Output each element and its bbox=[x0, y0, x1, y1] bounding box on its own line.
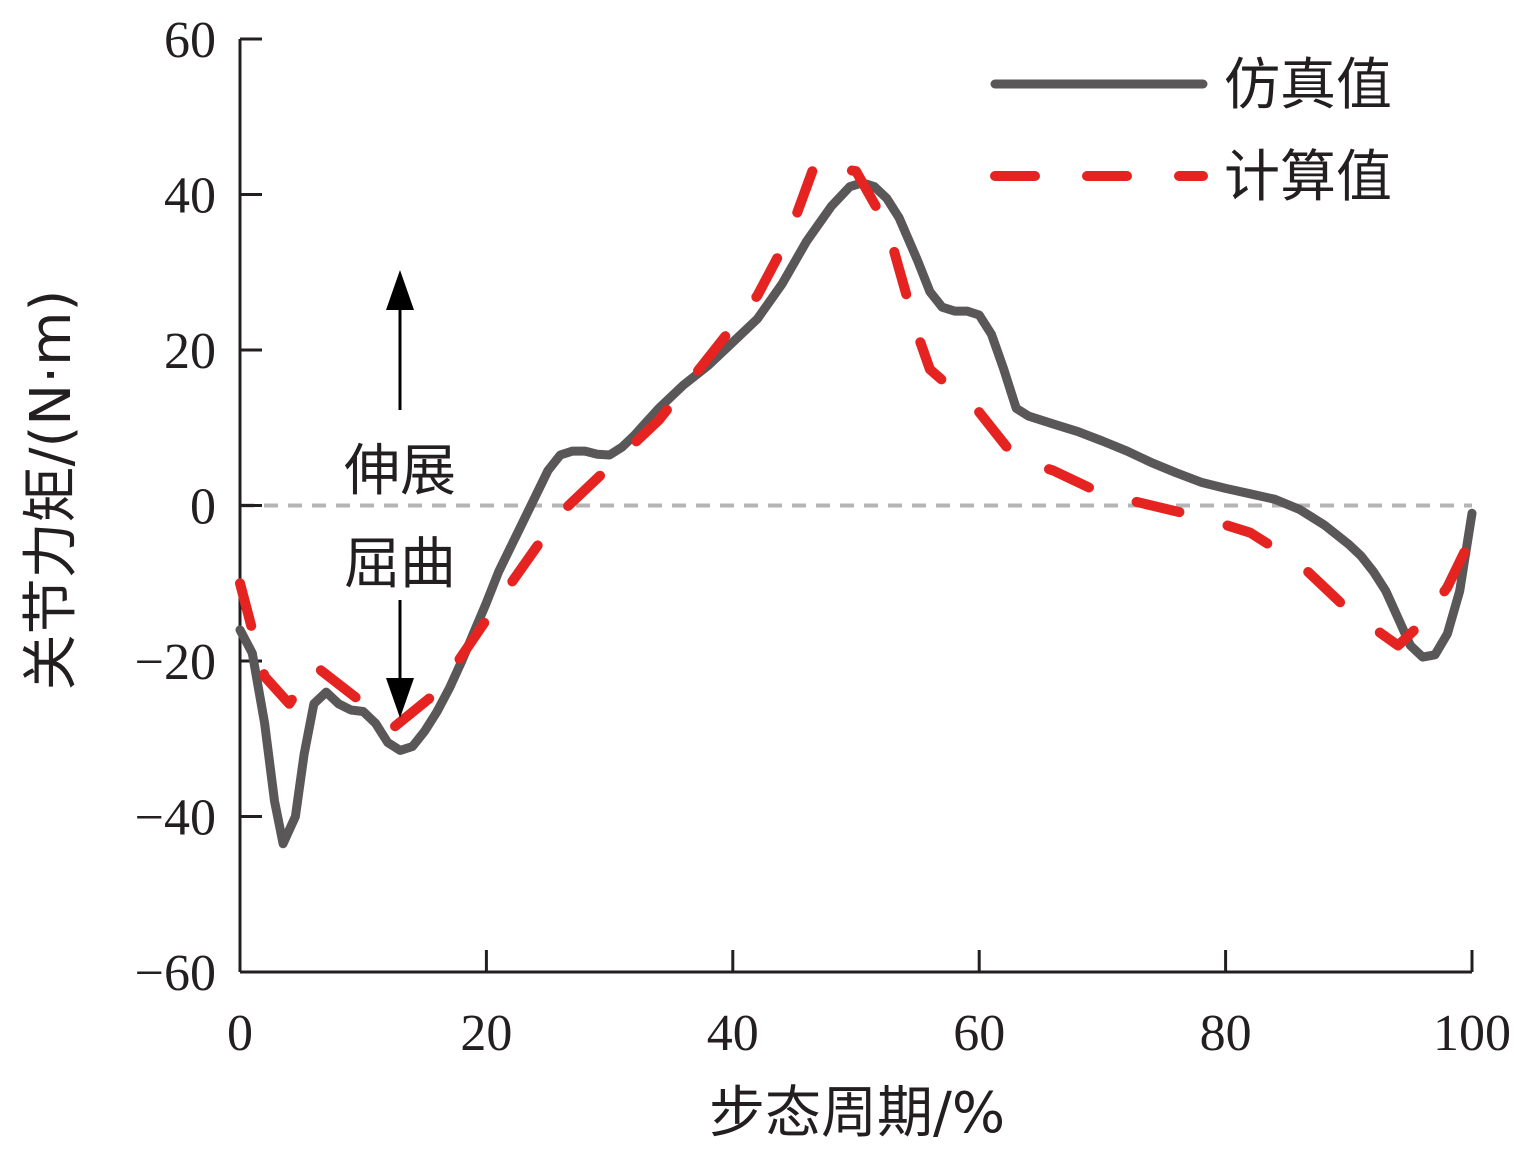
x-tick-label: 20 bbox=[460, 1005, 512, 1062]
x-tick-label: 80 bbox=[1200, 1005, 1252, 1062]
flexion-arrow bbox=[386, 600, 414, 718]
y-axis-title: 关节力矩/(N·m) bbox=[19, 290, 84, 691]
extension-arrow bbox=[386, 270, 414, 410]
series-line-0 bbox=[235, 178, 1477, 849]
x-tick-label: 100 bbox=[1433, 1005, 1511, 1062]
y-tick-label: 0 bbox=[190, 479, 216, 536]
y-tick-label: −40 bbox=[135, 790, 216, 847]
y-axis-ticks: 60 40 20 0 −20 −40 −60 bbox=[135, 12, 262, 1002]
x-tick-label: 40 bbox=[707, 1005, 759, 1062]
legend-item-0: 仿真值 bbox=[990, 53, 1392, 118]
flexion-arrow-head bbox=[386, 678, 414, 718]
x-tick-label: 0 bbox=[227, 1005, 253, 1062]
extension-label: 伸展 bbox=[344, 439, 456, 504]
y-tick-label: 40 bbox=[164, 168, 216, 225]
series-line-1 bbox=[235, 154, 1477, 733]
legend-label: 计算值 bbox=[1224, 145, 1392, 210]
x-tick-label: 60 bbox=[953, 1005, 1005, 1062]
flexion-label: 屈曲 bbox=[344, 532, 456, 597]
y-tick-label: 20 bbox=[164, 323, 216, 380]
legend-label: 仿真值 bbox=[1224, 53, 1392, 118]
y-tick-label: −20 bbox=[135, 634, 216, 691]
y-tick-label: −60 bbox=[135, 945, 216, 1002]
extension-arrow-head bbox=[386, 270, 414, 310]
y-tick-label: 60 bbox=[164, 12, 216, 69]
x-axis-title: 步态周期/% bbox=[709, 1081, 1005, 1146]
series-layer bbox=[235, 154, 1477, 849]
legend-item-1: 计算值 bbox=[990, 145, 1392, 210]
x-axis-ticks: 0 20 40 60 80 100 bbox=[227, 950, 1511, 1062]
